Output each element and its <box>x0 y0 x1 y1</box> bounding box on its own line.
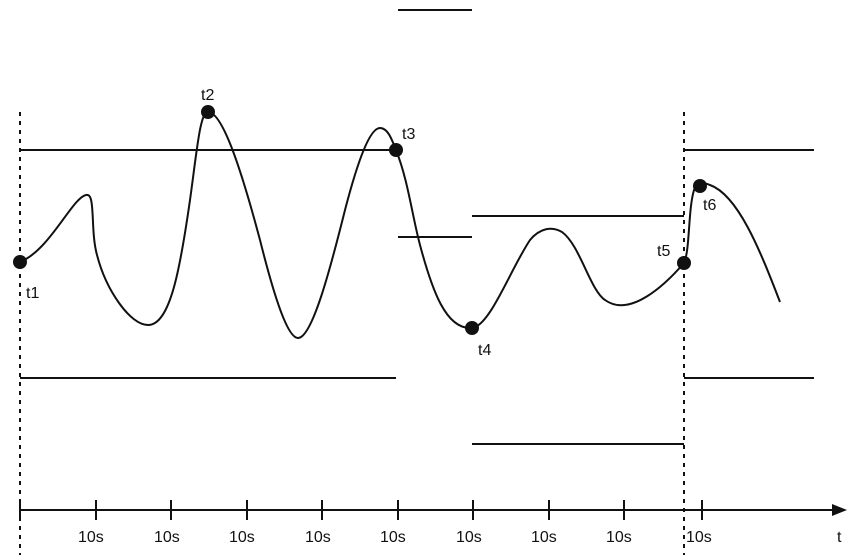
axis-arrow-icon <box>832 504 847 516</box>
point-labels: t1 t2 t3 t4 t5 t6 <box>26 87 716 359</box>
point-t3 <box>389 143 403 157</box>
point-label-t5: t5 <box>657 243 670 260</box>
signal-curve <box>19 110 781 340</box>
tick-label: 10s <box>531 529 557 546</box>
tick-labels: 10s 10s 10s 10s 10s 10s 10s 10s 10s <box>78 529 712 546</box>
tick-label: 10s <box>380 529 406 546</box>
tick-marks <box>19 500 703 520</box>
event-points <box>13 105 707 335</box>
axis-label: t <box>837 529 842 546</box>
tick-label: 10s <box>154 529 180 546</box>
point-t4 <box>465 321 479 335</box>
point-label-t3: t3 <box>402 126 415 143</box>
point-t6 <box>693 179 707 193</box>
point-label-t1: t1 <box>26 285 39 302</box>
tick-label: 10s <box>456 529 482 546</box>
tick-label: 10s <box>606 529 632 546</box>
point-label-t4: t4 <box>478 342 491 359</box>
point-t2 <box>201 105 215 119</box>
point-t1 <box>13 255 27 269</box>
tick-label: 10s <box>686 529 712 546</box>
point-t5 <box>677 256 691 270</box>
time-axis: t <box>19 500 847 546</box>
tick-label: 10s <box>229 529 255 546</box>
point-label-t2: t2 <box>201 87 214 104</box>
tick-label: 10s <box>78 529 104 546</box>
threshold-lines <box>20 9 814 445</box>
point-label-t6: t6 <box>703 197 716 214</box>
tick-label: 10s <box>305 529 331 546</box>
